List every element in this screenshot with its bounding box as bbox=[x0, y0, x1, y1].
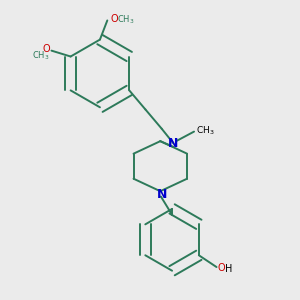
Text: CH$_3$: CH$_3$ bbox=[117, 13, 134, 26]
Text: O: O bbox=[42, 44, 50, 54]
Text: CH$_3$: CH$_3$ bbox=[32, 50, 49, 62]
Text: O: O bbox=[110, 14, 118, 24]
Text: CH$_3$: CH$_3$ bbox=[196, 125, 214, 137]
Text: N: N bbox=[157, 188, 167, 201]
Text: O: O bbox=[218, 263, 226, 273]
Text: N: N bbox=[168, 137, 178, 150]
Text: H: H bbox=[225, 263, 232, 274]
